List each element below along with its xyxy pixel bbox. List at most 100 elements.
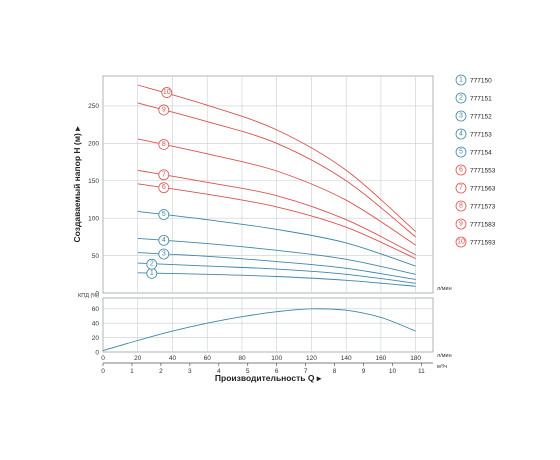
x-tick-label-m3h: 2 (159, 368, 163, 375)
eff-y-tick-label: 40 (92, 321, 100, 328)
x-tick-label-m3h: 10 (389, 368, 397, 375)
eff-y-tick-label: 0 (95, 349, 99, 356)
x-tick-label-m3h: 9 (362, 368, 366, 375)
x-axis-title: Производительность Q ▸ (215, 373, 322, 383)
head-curve-2 (137, 262, 416, 284)
head-curve-1 (137, 272, 416, 287)
legend-entry-label: 777150 (470, 77, 492, 84)
legend-marker-label: 8 (459, 203, 463, 210)
head-curve-10 (137, 84, 416, 232)
curve-marker-label-2: 2 (150, 261, 154, 268)
head-y-tick-label: 0 (95, 290, 99, 297)
head-y-tick-label: 150 (88, 178, 99, 185)
legend-entry-label: 7771593 (470, 239, 496, 246)
legend-marker-3 (455, 110, 467, 122)
x-unit-lmin: л/мин (437, 353, 452, 359)
head-curve-4 (137, 237, 416, 275)
x-tick-label-lmin: 80 (238, 355, 246, 362)
axis-titles: Создаваемый напор H (м) ▸ Производительно… (72, 126, 322, 383)
legend-marker-label: 4 (459, 131, 463, 138)
legend-entry-label: 777154 (470, 149, 492, 156)
x-tick-label-lmin: 140 (341, 355, 352, 362)
x-tick-label-m3h: 7 (304, 368, 308, 375)
x-tick-label-m3h: 4 (217, 368, 221, 375)
head-y-tick-label: 100 (88, 215, 99, 222)
x-tick-label-lmin: 40 (169, 355, 177, 362)
x-tick-label-m3h: 6 (275, 368, 279, 375)
x-tick-label-m3h: 8 (333, 368, 337, 375)
curve-marker-label-3: 3 (162, 250, 166, 257)
legend-entry-label: 777153 (470, 131, 492, 138)
legend-entry-label: 7771573 (470, 203, 496, 210)
x-tick-label-lmin: 180 (410, 355, 421, 362)
curve-marker-8 (158, 139, 170, 150)
head-y-tick-label: 50 (92, 253, 100, 260)
x-tick-label-lmin: 20 (134, 355, 142, 362)
curve-marker-label-4: 4 (162, 237, 166, 244)
legend-marker-label: 1 (459, 77, 463, 84)
curve-marker-label-1: 1 (150, 270, 154, 277)
legend-marker-10 (455, 236, 467, 248)
legend-marker-label: 7 (459, 185, 463, 192)
legend-entry-label: 777151 (470, 95, 492, 102)
head-curve-6 (137, 183, 416, 260)
curve-marker-2 (146, 258, 158, 270)
curve-marker-4 (158, 234, 170, 246)
x-tick-label-m3h: 5 (246, 368, 250, 375)
legend-marker-label: 2 (459, 95, 463, 102)
curve-marker-10 (161, 87, 173, 98)
head-curve-5 (137, 210, 416, 267)
legend-marker-1 (455, 74, 467, 86)
legend-marker-label: 6 (459, 167, 463, 174)
curve-marker-label-9: 9 (162, 106, 166, 113)
head-curve-7 (137, 169, 416, 256)
curve-marker-9 (158, 104, 170, 116)
curve-marker-label-10: 10 (163, 89, 171, 96)
legend-marker-7 (455, 182, 467, 194)
head-y-tick-label: 250 (88, 103, 99, 110)
x-tick-label-m3h: 1 (130, 368, 134, 375)
legend-marker-4 (455, 128, 467, 140)
head-x-unit-label: л/мин (437, 286, 452, 292)
eff-y-tick-label: 20 (92, 335, 100, 342)
x-tick-label-lmin: 160 (375, 355, 386, 362)
curve-marker-3 (158, 248, 170, 260)
legend-marker-2 (455, 92, 467, 104)
legend-entry-label: 777152 (470, 113, 492, 120)
head-curve-3 (137, 252, 416, 280)
legend-marker-label: 9 (459, 221, 463, 228)
curve-marker-5 (158, 209, 170, 220)
curve-marker-label-6: 6 (162, 184, 166, 191)
head-curve-8 (137, 138, 416, 246)
eff-y-axis-title: КПД (%) (78, 293, 99, 299)
curve-marker-7 (158, 169, 170, 181)
x-tick-label-lmin: 120 (306, 355, 317, 362)
legend-entry-label: 7771583 (470, 221, 496, 228)
legend-marker-label: 3 (459, 113, 463, 120)
legend-marker-label: 10 (457, 239, 465, 246)
x-tick-label-m3h: 3 (188, 368, 192, 375)
head-y-tick-label: 200 (88, 141, 99, 148)
legend-marker-6 (455, 164, 467, 176)
curve-marker-label-8: 8 (162, 141, 166, 148)
x-tick-label-lmin: 0 (101, 355, 105, 362)
legend-marker-8 (455, 200, 467, 212)
legend: 1 777150 2 777151 3 777152 4 777153 5 777154 6 7771… (455, 74, 496, 248)
head-plot-frame (102, 75, 434, 294)
x-tick-label-m3h: 11 (418, 368, 425, 375)
x-tick-label-lmin: 100 (271, 355, 282, 362)
legend-entry-label: 7771553 (470, 167, 496, 174)
eff-y-tick-label: 60 (92, 306, 100, 313)
legend-marker-5 (455, 146, 467, 158)
legend-marker-label: 5 (459, 149, 463, 156)
x-tick-label-m3h: 0 (101, 368, 105, 375)
head-curve-9 (137, 102, 416, 238)
curve-marker-label-5: 5 (162, 211, 166, 218)
efficiency-plot-frame (102, 297, 434, 353)
x-tick-label-lmin: 60 (204, 355, 212, 362)
efficiency-curve (102, 308, 416, 352)
head-y-axis-title: Создаваемый напор H (м) ▸ (72, 126, 82, 243)
head-panel: 0 50 100 150 200 250 л/мин 1 2 3 4 5 6 7 8 9 10 (88, 75, 452, 297)
